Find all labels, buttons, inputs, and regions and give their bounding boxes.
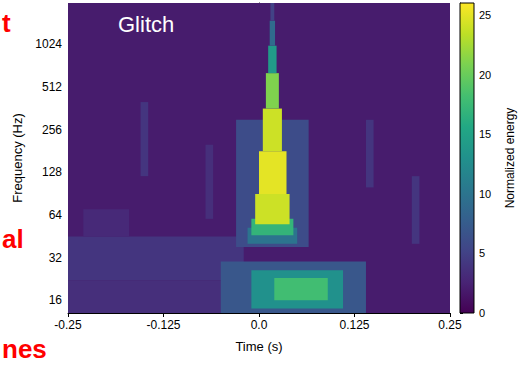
- svg-text:nes: nes: [2, 334, 47, 364]
- svg-text:Frequency (Hz): Frequency (Hz): [10, 113, 25, 203]
- svg-text:1024: 1024: [35, 37, 62, 51]
- svg-text:al: al: [2, 224, 24, 254]
- svg-text:Normalized energy: Normalized energy: [503, 108, 517, 209]
- svg-text:Time (s): Time (s): [235, 339, 282, 354]
- svg-text:20: 20: [479, 69, 491, 81]
- svg-text:t: t: [2, 8, 11, 38]
- svg-text:256: 256: [42, 123, 62, 137]
- svg-text:-0.25: -0.25: [54, 318, 82, 332]
- svg-text:512: 512: [42, 80, 62, 94]
- svg-text:16: 16: [49, 293, 63, 307]
- svg-text:0.0: 0.0: [251, 318, 268, 332]
- svg-text:15: 15: [479, 128, 491, 140]
- svg-text:-0.125: -0.125: [146, 318, 180, 332]
- svg-text:10: 10: [479, 188, 491, 200]
- svg-text:5: 5: [479, 247, 485, 259]
- svg-text:32: 32: [49, 251, 63, 265]
- svg-text:0.125: 0.125: [339, 318, 369, 332]
- svg-text:0.25: 0.25: [438, 318, 462, 332]
- svg-text:25: 25: [479, 9, 491, 21]
- svg-text:128: 128: [42, 165, 62, 179]
- svg-text:64: 64: [49, 208, 63, 222]
- svg-text:Glitch: Glitch: [118, 12, 174, 37]
- svg-text:0: 0: [479, 307, 485, 319]
